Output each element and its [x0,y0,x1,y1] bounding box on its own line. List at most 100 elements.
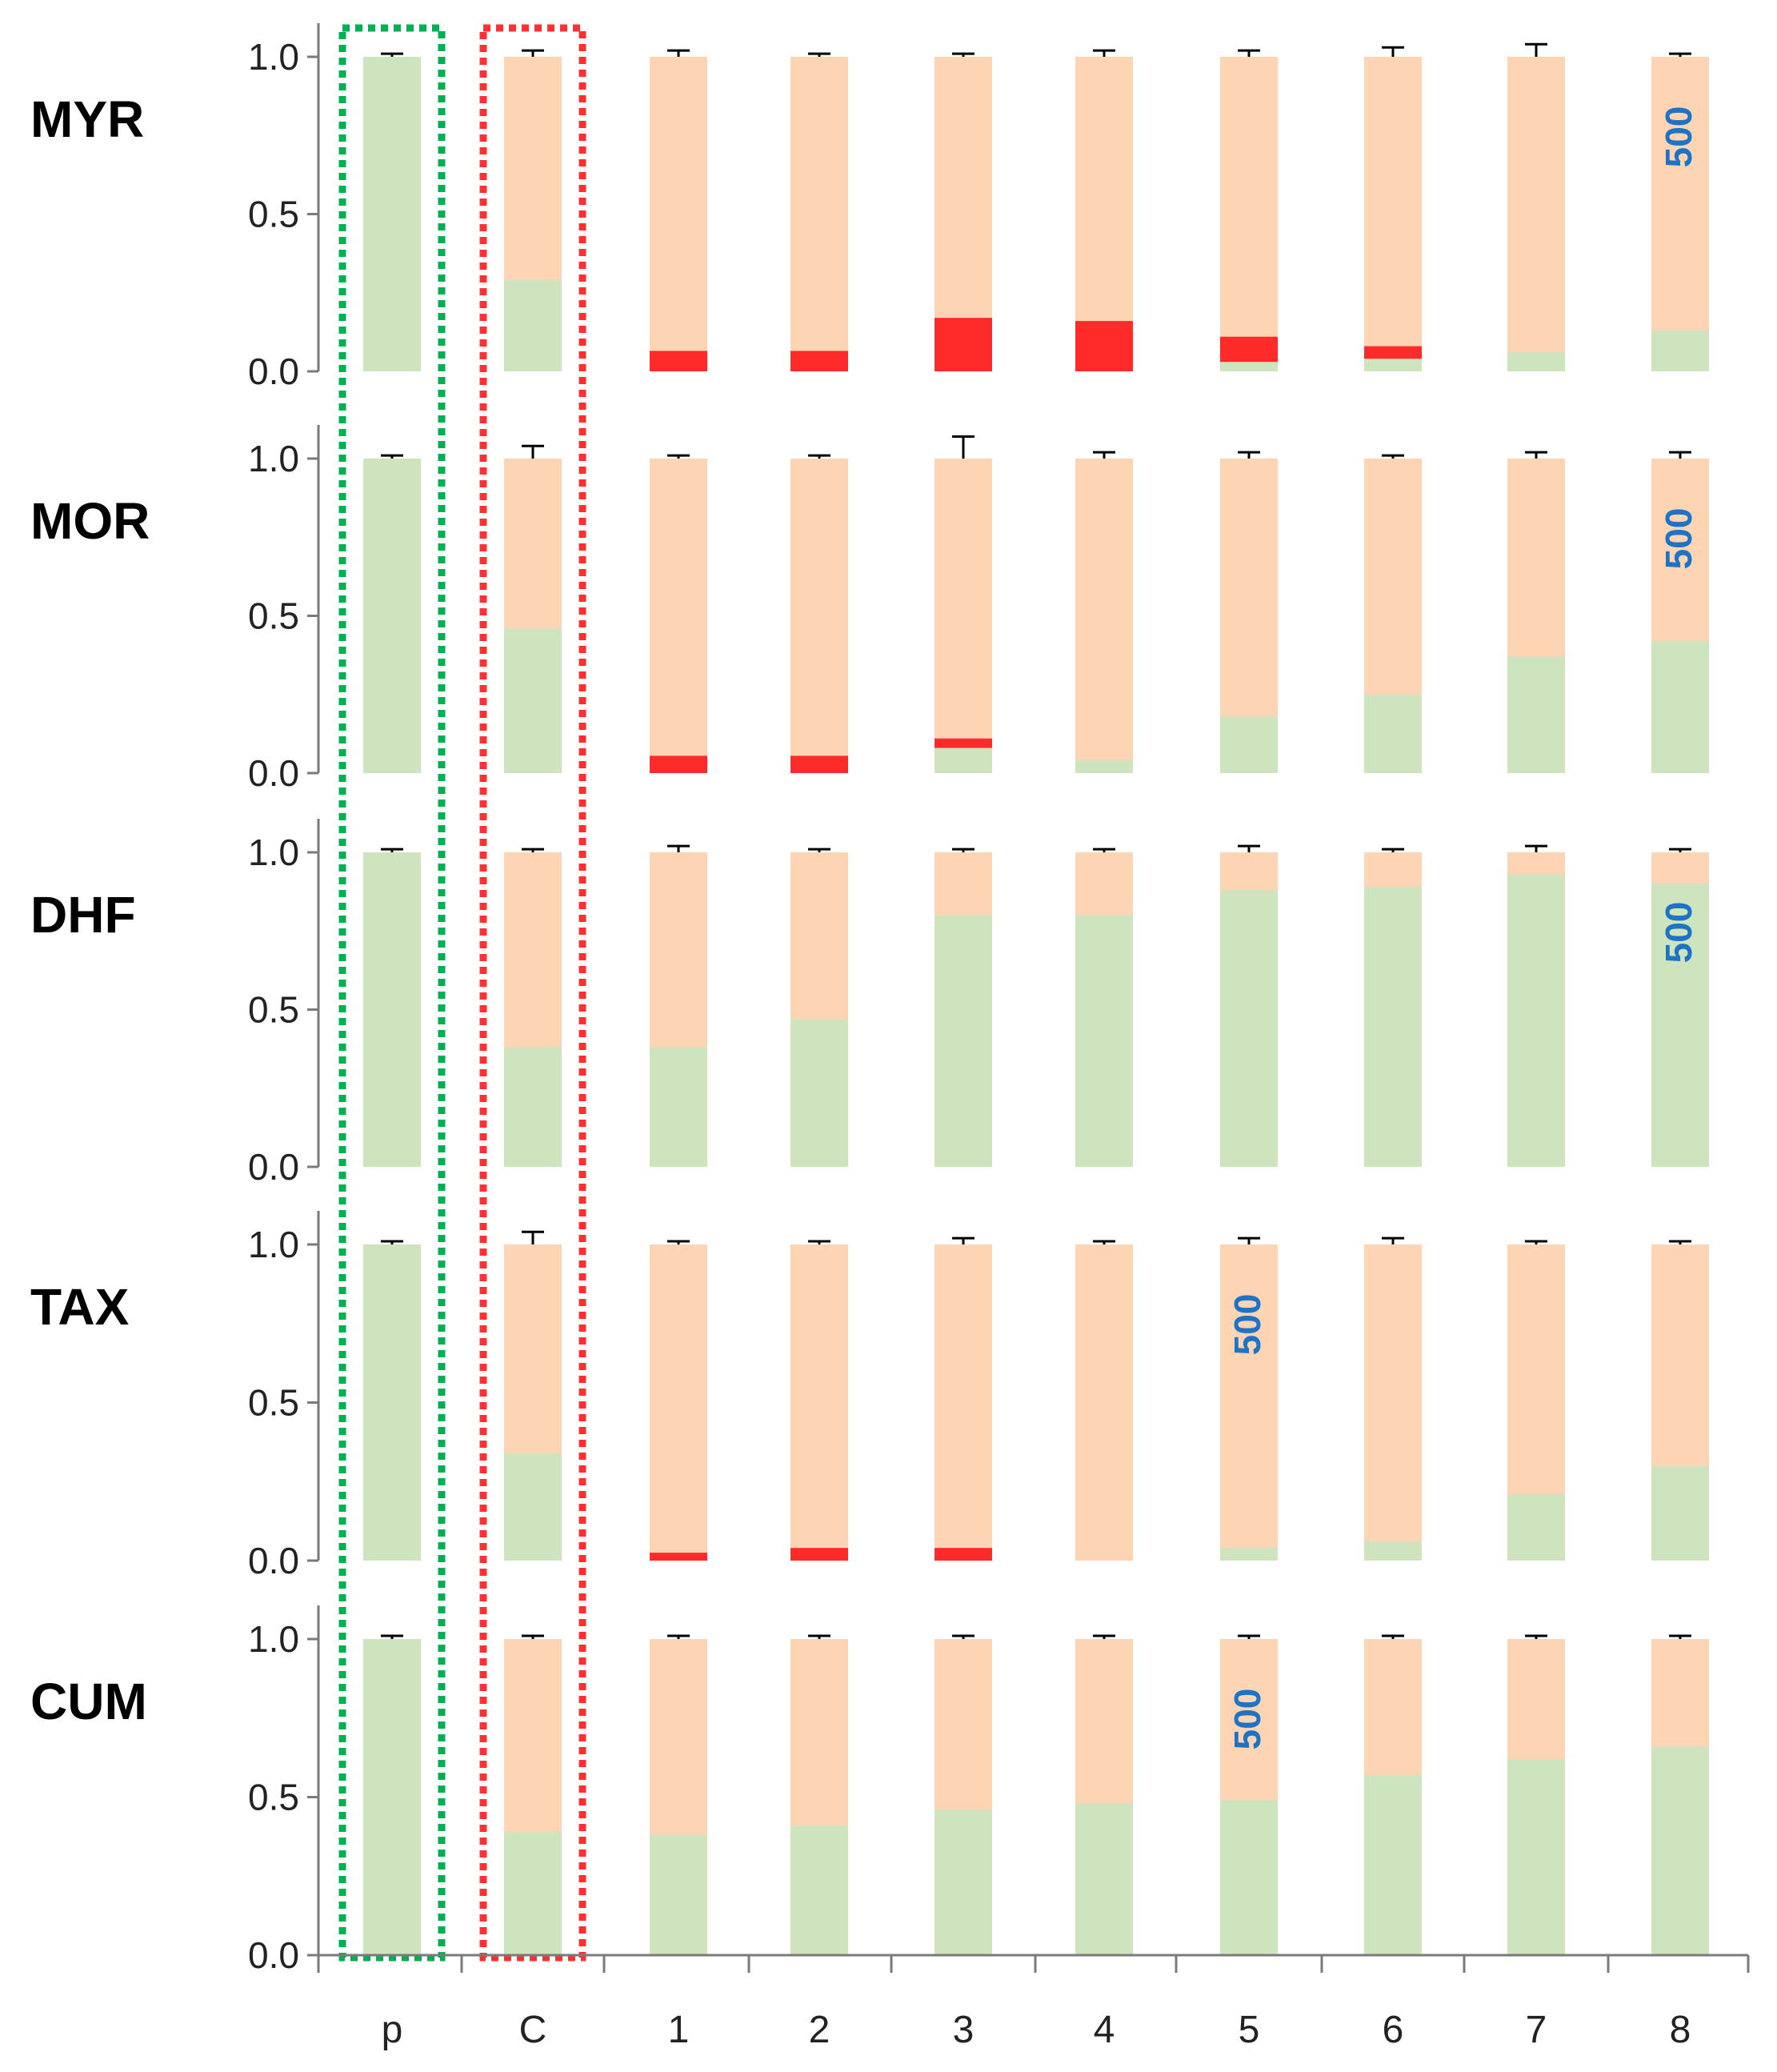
dose-annotation: 500 [1658,106,1699,168]
bar-group-7 [1507,42,1565,371]
highlight-box-p [338,24,446,1962]
bar-group-5 [1220,844,1278,1167]
bar-green-segment [504,1831,562,1955]
panel-tax: TAX 0.0 0.5 1.0 500 [30,1211,1709,1581]
bar-green-segment [363,459,421,773]
bar-peach-segment [1075,57,1133,371]
bar-group-4 [1075,49,1133,371]
x-tick-label: 3 [953,2009,975,2051]
bar-green-segment [1220,1548,1278,1561]
x-axis: p C 1 2 3 4 5 6 7 8 [317,1954,1750,2051]
y-tick-label: 1.0 [248,36,299,78]
panel-label: TAX [30,1278,130,1336]
bar-group-6 [1364,1634,1422,1955]
chart-panels: MYR 0.0 0.5 1.0 500 MOR 0.0 0.5 1.0 500 DHF 0.0 0.5 1… [30,23,1709,1976]
bar-group-5 [1220,1634,1278,1955]
bar-peach-segment [790,1244,848,1561]
bar-green-segment [1364,359,1422,371]
bar-green-segment [935,1809,992,1955]
bar-green-segment [504,280,562,371]
bar-group-8 [1651,1240,1709,1561]
bar-group-7 [1507,1240,1565,1561]
bar-peach-segment [1507,57,1565,371]
bar-group-p [363,454,421,773]
dose-annotation: 500 [1227,1294,1268,1356]
bar-red-segment [790,351,848,371]
y-tick-label: 0.5 [248,989,299,1031]
y-tick-label: 1.0 [248,1224,299,1265]
bar-group-3 [935,1634,992,1955]
bar-group-3 [935,848,992,1167]
bar-green-segment [935,915,992,1167]
panel-label: MYR [30,90,144,148]
bar-peach-segment [1075,1244,1133,1561]
bar-green-segment [1364,887,1422,1167]
bar-green-segment [1651,884,1709,1167]
highlight-boxes [338,24,586,1962]
bar-red-segment [650,1553,707,1561]
bar-green-segment [1651,1465,1709,1561]
y-tick-label: 0.5 [248,595,299,637]
bar-peach-segment [1651,57,1709,371]
panel-label: CUM [30,1673,147,1730]
bar-red-segment [1364,346,1422,359]
bar-peach-segment [650,459,707,773]
bar-peach-segment [1220,1244,1278,1561]
bar-green-segment [1507,874,1565,1167]
bar-red-segment [935,1548,992,1561]
bar-green-segment [790,1826,848,1955]
bar-group-5 [1220,451,1278,773]
bar-green-segment [1075,1803,1133,1955]
panel-cum: CUM 0.0 0.5 1.0 500 [30,1605,1709,1976]
bar-group-1 [650,844,707,1167]
panel-mor: MOR 0.0 0.5 1.0 500 [30,425,1709,794]
y-tick-label: 1.0 [248,1618,299,1660]
bar-group-7 [1507,451,1565,773]
bar-green-segment [504,628,562,773]
dose-annotation: 500 [1658,902,1699,964]
bar-group-4 [1075,848,1133,1167]
bar-green-segment [363,57,421,371]
bar-green-segment [1364,1774,1422,1955]
bar-green-segment [1075,915,1133,1167]
y-tick-label: 0.5 [248,1777,299,1818]
bar-group-1 [650,1240,707,1561]
x-tick-label: 4 [1094,2009,1115,2051]
bar-green-segment [1651,1746,1709,1955]
panel-myr: MYR 0.0 0.5 1.0 500 [30,23,1709,392]
bar-group-C [504,1634,562,1955]
bar-green-segment [1075,760,1133,773]
y-tick-label: 1.0 [248,438,299,479]
y-tick-label: 0.0 [248,1540,299,1581]
highlight-box-c [479,24,586,1962]
y-tick-label: 0.5 [248,194,299,235]
bar-group-2 [790,848,848,1167]
bar-green-segment [650,1047,707,1167]
bar-green-segment [790,1019,848,1167]
bar-red-segment [650,351,707,371]
bar-group-2 [790,1240,848,1561]
y-tick-label: 0.0 [248,351,299,392]
bar-red-segment [935,738,992,748]
bar-group-1 [650,1634,707,1955]
bar-group-8 [1651,1634,1709,1955]
bar-peach-segment [650,57,707,371]
bar-peach-segment [650,1244,707,1561]
bar-group-C [504,444,562,773]
panel-dhf: DHF 0.0 0.5 1.0 500 [30,819,1709,1188]
bar-group-C [504,1230,562,1561]
bar-group-p [363,848,421,1167]
bar-group-2 [790,52,848,371]
bar-group-C [504,49,562,371]
x-tick-label: 1 [668,2009,690,2051]
x-tick-label: 8 [1670,2009,1691,2051]
bar-green-segment [1507,1494,1565,1561]
bar-red-segment [650,755,707,773]
bar-green-segment [1507,656,1565,773]
y-tick-label: 0.5 [248,1382,299,1424]
bar-group-p [363,1634,421,1955]
bar-red-segment [790,755,848,773]
bar-green-segment [1364,1541,1422,1561]
bar-group-p [363,52,421,371]
bar-group-4 [1075,1240,1133,1561]
